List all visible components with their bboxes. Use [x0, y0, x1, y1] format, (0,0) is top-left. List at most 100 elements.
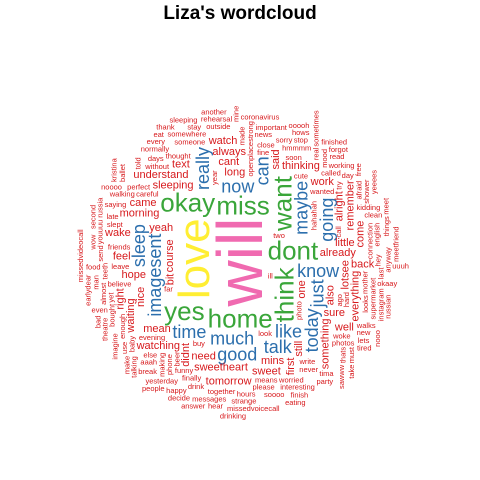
word-send: send	[96, 245, 105, 261]
word-noooo: noooo	[101, 182, 122, 191]
word-use: use	[120, 342, 129, 354]
word-ballet: ballet	[118, 163, 127, 182]
word-enough: enough	[118, 314, 127, 339]
word-just: just	[307, 279, 327, 308]
word-mother: mother	[361, 270, 370, 294]
word-need: need	[191, 351, 215, 363]
word-outside: outside	[206, 122, 230, 131]
word-mine: mine	[232, 106, 241, 122]
word-talking: talking	[130, 356, 139, 378]
word-read: read	[329, 152, 344, 161]
word-thought: thought	[166, 151, 192, 160]
word-everything: everything	[349, 271, 361, 322]
word-eating: eating	[285, 398, 305, 407]
word-hahahah: hahahah	[309, 201, 318, 230]
word-one: one	[296, 280, 308, 298]
word-walks: walks	[356, 321, 376, 330]
word-dont: dont	[268, 235, 319, 265]
word-right: right	[115, 288, 127, 309]
word-missedvoicecall: missedvoicecall	[227, 404, 280, 413]
word-understand: understand	[133, 169, 188, 181]
word-well: well	[334, 321, 354, 333]
word-also: also	[324, 285, 336, 305]
word-important: important	[256, 123, 288, 132]
word-else: else	[143, 350, 157, 359]
word-worried: worried	[278, 375, 304, 384]
word-normally: normally	[141, 144, 170, 153]
word-lets: lets	[358, 336, 370, 345]
word-together: together	[208, 387, 236, 396]
word-yeah: yeah	[149, 222, 173, 234]
word-man: man	[92, 275, 101, 290]
word-news: news	[255, 130, 273, 139]
word-theatre: theatre	[101, 318, 110, 341]
word-party: party	[317, 377, 334, 386]
word-happy: happy	[166, 386, 187, 395]
word-missedvideocall: missedvideocall	[76, 229, 85, 282]
word-slept: slept	[107, 220, 124, 229]
word-call: call	[334, 226, 343, 238]
word-told: told	[134, 157, 143, 169]
word-someone: someone	[174, 138, 205, 147]
word-imagesent: imagesent	[145, 234, 165, 317]
word-russian: russian	[384, 295, 393, 319]
word-sleeping: sleeping	[153, 179, 194, 191]
word-want: want	[267, 175, 297, 232]
word-always: always	[212, 146, 246, 158]
word-russia: russia	[96, 197, 105, 218]
word-okay: okay	[160, 188, 215, 218]
word-break: break	[138, 367, 157, 376]
word-maybe: maybe	[291, 181, 311, 235]
word-mean: mean	[143, 323, 171, 335]
word-mood: mood	[320, 149, 329, 168]
word-made: made	[238, 127, 247, 146]
word-bought: bought	[108, 303, 117, 327]
word-last: last	[376, 267, 385, 280]
word-miss: miss	[216, 190, 269, 220]
word-baby: baby	[128, 336, 137, 353]
word-youuuu: youuuu	[95, 220, 104, 245]
word-working: working	[328, 161, 355, 170]
word-wow: wow	[88, 234, 97, 251]
word-hard: hard	[342, 292, 351, 307]
word-like: like	[275, 321, 302, 341]
word-yes: yes	[164, 296, 204, 326]
word-must: must	[347, 346, 356, 363]
word-please: please	[253, 383, 275, 392]
word-decide: decide	[168, 394, 190, 403]
word-year: year	[210, 170, 219, 185]
word-sure: sure	[324, 307, 345, 319]
word-uuuh: uuuh	[392, 261, 409, 270]
word-still: still	[293, 341, 305, 357]
word-hope: hope	[121, 269, 145, 281]
word-sweet: sweet	[252, 365, 281, 377]
word-looks: looks	[361, 295, 370, 313]
word-making: making	[158, 353, 167, 377]
word-free: free	[354, 163, 363, 176]
word-woke: woke	[332, 331, 351, 340]
word-sometimes: sometimes	[312, 110, 321, 147]
word-make: make	[123, 356, 132, 374]
word-wanted: wanted	[309, 187, 334, 196]
word-okaay: okaay	[377, 279, 397, 288]
word-aaah: aaah	[140, 358, 157, 367]
word-didnt: didnt	[180, 343, 192, 367]
word-thinking: thinking	[282, 160, 320, 172]
word-bad: bad	[94, 316, 103, 329]
word-days: days	[148, 154, 164, 163]
word-tomorrow: tomorrow	[206, 375, 252, 387]
chart-title: Liza's wordcloud	[163, 3, 317, 24]
word-feel: feel	[113, 250, 131, 262]
word-look: look	[258, 329, 272, 338]
word-try: try	[334, 181, 343, 190]
word-earlydear: earlydear	[84, 274, 93, 306]
word-every: every	[147, 137, 166, 146]
word-finish: finish	[291, 390, 309, 399]
word-shower: shower	[362, 179, 371, 204]
word-home: home	[208, 303, 273, 333]
word-stay: stay	[187, 122, 201, 131]
word-nooo: nooo	[373, 330, 382, 347]
word-things: things	[382, 216, 391, 236]
